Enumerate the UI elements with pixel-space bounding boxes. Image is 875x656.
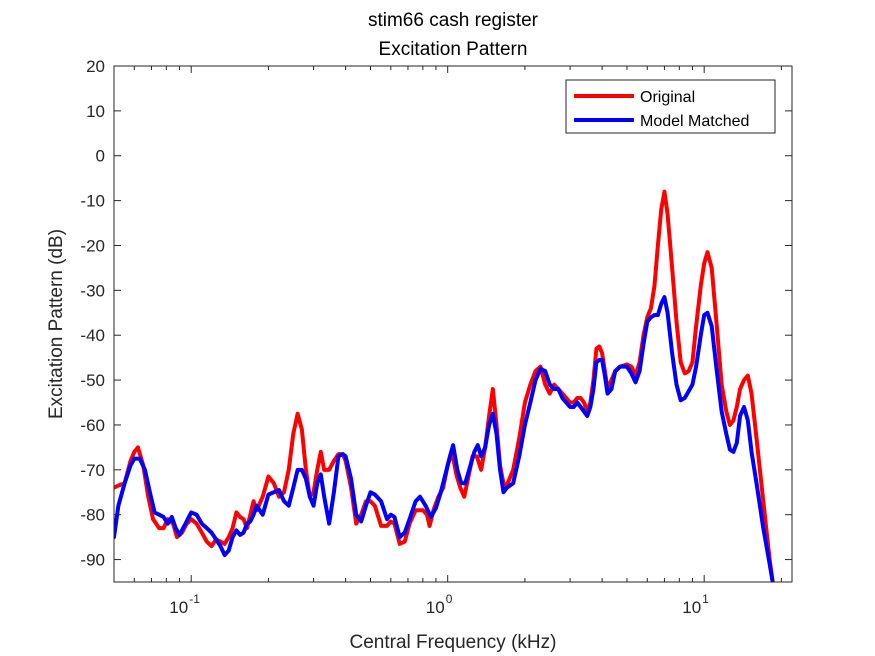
- x-tick-label-base: 10: [169, 598, 188, 617]
- y-tick-label: -60: [80, 416, 105, 435]
- y-tick-label: 20: [86, 57, 105, 76]
- x-tick-label: 10 -1: [169, 592, 200, 617]
- x-tick-label-base: 10: [426, 598, 445, 617]
- legend-label-model-matched: Model Matched: [640, 113, 749, 130]
- x-tick-label-exponent: 1: [702, 592, 709, 606]
- legend-label-original: Original: [640, 89, 695, 106]
- y-tick-label: -70: [80, 461, 105, 480]
- y-tick-label: -80: [80, 506, 105, 525]
- x-tick-label-exponent: -1: [189, 592, 200, 606]
- y-tick-label: 10: [86, 102, 105, 121]
- y-tick-label: -50: [80, 371, 105, 390]
- x-tick-label-exponent: 0: [446, 592, 453, 606]
- x-tick-label: 10 1: [682, 592, 709, 617]
- y-tick-label: -40: [80, 326, 105, 345]
- x-tick-label: 10 0: [426, 592, 453, 617]
- plot-area-frame: [113, 65, 793, 583]
- legend: Original Model Matched: [565, 79, 776, 134]
- series-line-original: [114, 189, 775, 582]
- series-lines: [114, 189, 775, 582]
- y-axis-label: Excitation Pattern (dB): [46, 229, 67, 419]
- y-tick-label: 0: [96, 147, 105, 166]
- y-tick-label: -90: [80, 551, 105, 570]
- chart-title: stim66 cash register: [368, 10, 539, 31]
- y-tick-label: -30: [80, 281, 105, 300]
- x-tick-label-base: 10: [682, 598, 701, 617]
- legend-box: [565, 79, 776, 134]
- chart-subtitle: Excitation Pattern: [379, 39, 528, 60]
- series-line-model-matched: [114, 295, 775, 582]
- y-tick-label: -20: [80, 236, 105, 255]
- x-axis-label: Central Frequency (kHz): [350, 632, 557, 653]
- y-tick-label: -10: [80, 192, 105, 211]
